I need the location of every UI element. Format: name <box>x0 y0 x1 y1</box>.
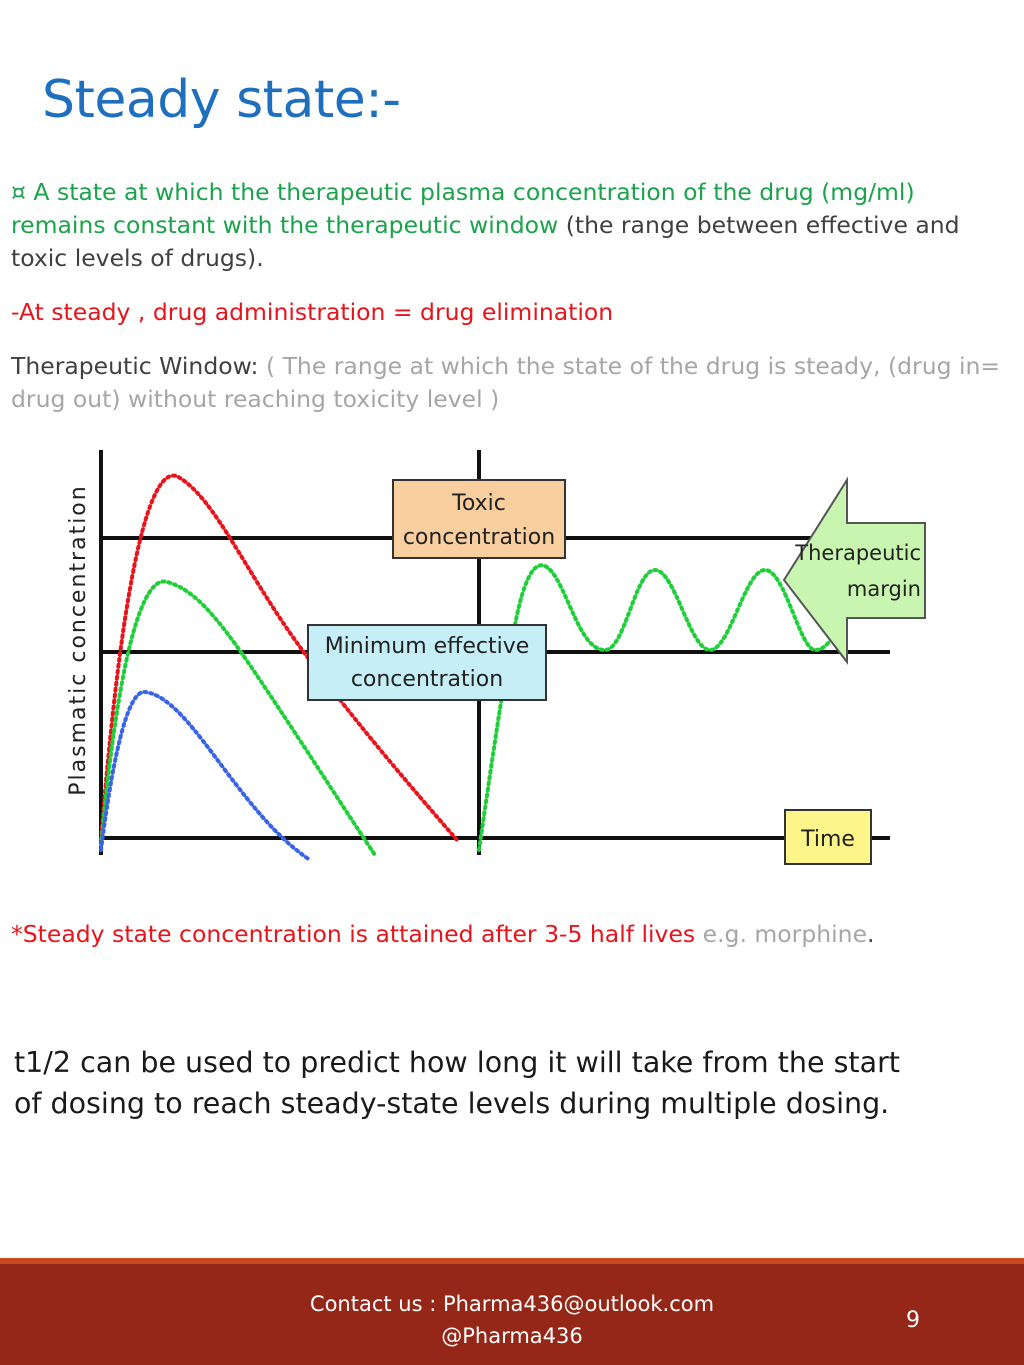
definition-paragraph: ¤ A state at which the therapeutic plasm… <box>11 176 1016 275</box>
time-label: Time <box>800 827 855 852</box>
y-axis-label: Plasmatic concentration <box>66 484 91 795</box>
slide-title: Steady state:- <box>42 70 401 130</box>
steady-note-end: . <box>867 920 875 948</box>
therapeutic-window-text: ( The range at which the state of the dr… <box>11 352 1001 413</box>
green-curve-single <box>99 579 377 857</box>
contact-handle[interactable]: @Pharma436 <box>441 1324 583 1348</box>
blue-curve <box>99 690 312 862</box>
steady-rule: -At steady , drug administration = drug … <box>11 298 614 326</box>
contact-email[interactable]: Contact us : Pharma436@outlook.com <box>309 1292 715 1316</box>
footer-bar <box>0 1258 1024 1365</box>
toxic-label-2: concentration <box>403 525 555 550</box>
steady-note-example: e.g. morphine <box>695 920 868 948</box>
steady-state-diagram: Plasmatic concentration Toxic concentrat… <box>66 450 926 865</box>
therapeutic-window-label: Therapeutic Window: <box>11 352 259 380</box>
margin-label-1: Therapeutic <box>794 541 921 565</box>
mec-box <box>307 624 547 701</box>
toxic-box <box>392 479 566 559</box>
steady-note-red: *Steady state concentration is attained … <box>11 920 696 948</box>
footer-contact: Contact us : Pharma436@outlook.com @Phar… <box>0 1288 1024 1352</box>
steady-note: *Steady state concentration is attained … <box>11 918 1016 951</box>
definition-green-text: A state at which the therapeutic plasma … <box>11 178 915 239</box>
time-box <box>784 809 872 865</box>
mec-label-1: Minimum effective <box>325 634 530 659</box>
page-number: 9 <box>906 1308 920 1333</box>
therapeutic-margin-arrow <box>782 476 926 665</box>
margin-label-2: margin <box>847 577 921 601</box>
toxic-label-1: Toxic <box>451 491 506 516</box>
half-life-text: t1/2 can be used to predict how long it … <box>14 1046 900 1120</box>
definition-dark-text: (the range between effective and toxic l… <box>11 211 960 272</box>
red-curve <box>99 473 459 842</box>
mec-label-2: concentration <box>351 667 503 692</box>
therapeutic-window-paragraph: Therapeutic Window: ( The range at which… <box>11 350 1016 416</box>
bullet-icon: ¤ <box>11 178 26 206</box>
green-curve-repeated <box>477 563 837 852</box>
